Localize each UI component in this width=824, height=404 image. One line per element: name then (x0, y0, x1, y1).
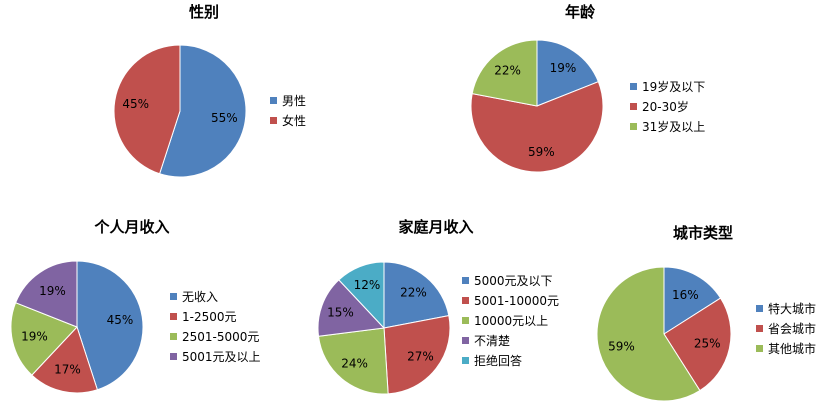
slice-data-label: 59% (608, 339, 635, 353)
pie-slice (663, 297, 732, 392)
legend-label: 5001-10000元 (474, 293, 560, 308)
pie-slice (317, 327, 389, 395)
legend-swatch (462, 336, 469, 344)
slice-data-label: 17% (54, 363, 81, 377)
legend-item: 2501-5000元 (170, 326, 261, 346)
legend-item: 5001-10000元 (462, 290, 559, 310)
slice-data-label: 27% (407, 349, 434, 363)
pie-slice (383, 315, 451, 395)
legend-item: 31岁及以上 (630, 116, 705, 136)
legend-label: 5000元及以下 (474, 273, 553, 288)
slice-data-label: 24% (341, 357, 368, 371)
legend-swatch (462, 296, 469, 304)
legend-item: 10000元以上 (462, 310, 559, 330)
legend-swatch (170, 312, 177, 320)
legend-swatch (462, 356, 469, 364)
slice-data-label: 22% (400, 285, 427, 299)
pie-slice (158, 44, 247, 178)
chart-title: 个人月收入 (94, 218, 170, 236)
slice-data-label: 12% (354, 278, 381, 292)
legend-label: 10000元以上 (474, 313, 549, 328)
legend-label: 5001元及以上 (182, 349, 261, 364)
chart-legend: 特大城市省会城市其他城市 (756, 298, 816, 358)
slice-data-label: 19% (550, 61, 577, 75)
chart-legend: 无收入 1-2500元 2501-5000元 5001元及以上 (170, 286, 261, 366)
slice-data-label: 15% (327, 305, 354, 319)
slice-data-label: 16% (672, 288, 699, 302)
slice-data-label: 19% (39, 284, 66, 298)
slice-data-label: 59% (528, 145, 555, 159)
slice-data-label: 45% (107, 313, 134, 327)
legend-label: 19岁及以下 (642, 79, 706, 94)
pie-slice (317, 279, 386, 337)
legend-item: 20-30岁 (630, 96, 705, 116)
legend-swatch (270, 96, 277, 104)
pie-slice (383, 261, 450, 329)
pie-slice (470, 81, 604, 173)
legend-swatch (270, 116, 277, 124)
legend-item: 其他城市 (756, 338, 816, 358)
legend-swatch (630, 102, 637, 110)
pie-slice (536, 39, 600, 107)
legend-item: 男性 (270, 90, 306, 110)
chart-title: 城市类型 (672, 224, 734, 242)
legend-swatch (170, 352, 177, 360)
legend-swatch (756, 304, 763, 312)
slice-data-label: 55% (211, 111, 238, 125)
legend-label: 无收入 (182, 289, 219, 304)
pie-slice (596, 266, 701, 402)
legend-item: 女性 (270, 110, 306, 130)
pie-slice (14, 260, 78, 328)
slice-data-label: 19% (21, 330, 48, 344)
legend-item: 5001元及以上 (170, 346, 261, 366)
legend-swatch (170, 292, 177, 300)
legend-swatch (462, 316, 469, 324)
slice-data-label: 45% (122, 97, 149, 111)
pie-slice (113, 44, 181, 175)
pie-slice (76, 260, 144, 391)
chart-title: 年龄 (564, 3, 596, 21)
legend-item: 省会城市 (756, 318, 816, 338)
legend-swatch (462, 276, 469, 284)
legend-swatch (630, 122, 637, 130)
legend-label: 不清楚 (474, 333, 511, 348)
pie-slice (31, 326, 99, 394)
legend-label: 1-2500元 (182, 309, 237, 324)
chart-title: 性别 (188, 3, 220, 21)
legend-label: 其他城市 (768, 341, 817, 356)
legend-swatch (756, 344, 763, 352)
legend-item: 不清楚 (462, 330, 559, 350)
legend-label: 省会城市 (768, 321, 817, 336)
slice-data-label: 25% (694, 337, 721, 351)
legend-label: 特大城市 (768, 301, 817, 316)
legend-label: 拒绝回答 (474, 353, 523, 368)
legend-item: 5000元及以下 (462, 270, 559, 290)
chart-title: 家庭月收入 (398, 218, 474, 236)
legend-label: 2501-5000元 (182, 329, 260, 344)
chart-legend: 男性 女性 (270, 90, 306, 130)
chart-legend: 19岁及以下 20-30岁 31岁及以上 (630, 76, 705, 136)
legend-item: 拒绝回答 (462, 350, 559, 370)
legend-item: 1-2500元 (170, 306, 261, 326)
legend-item: 19岁及以下 (630, 76, 705, 96)
legend-item: 无收入 (170, 286, 261, 306)
legend-label: 女性 (282, 113, 307, 128)
legend-swatch (170, 332, 177, 340)
legend-label: 男性 (282, 93, 307, 108)
pie-slice (338, 261, 385, 330)
pie-slice (471, 39, 538, 107)
legend-item: 特大城市 (756, 298, 816, 318)
chart-legend: 5000元及以下 5001-10000元 10000元以上 不清楚拒绝回答 (462, 270, 559, 370)
legend-label: 20-30岁 (642, 99, 689, 114)
legend-swatch (756, 324, 763, 332)
slice-data-label: 22% (494, 63, 521, 77)
pie-slice (663, 266, 722, 335)
legend-label: 31岁及以上 (642, 119, 706, 134)
legend-swatch (630, 82, 637, 90)
